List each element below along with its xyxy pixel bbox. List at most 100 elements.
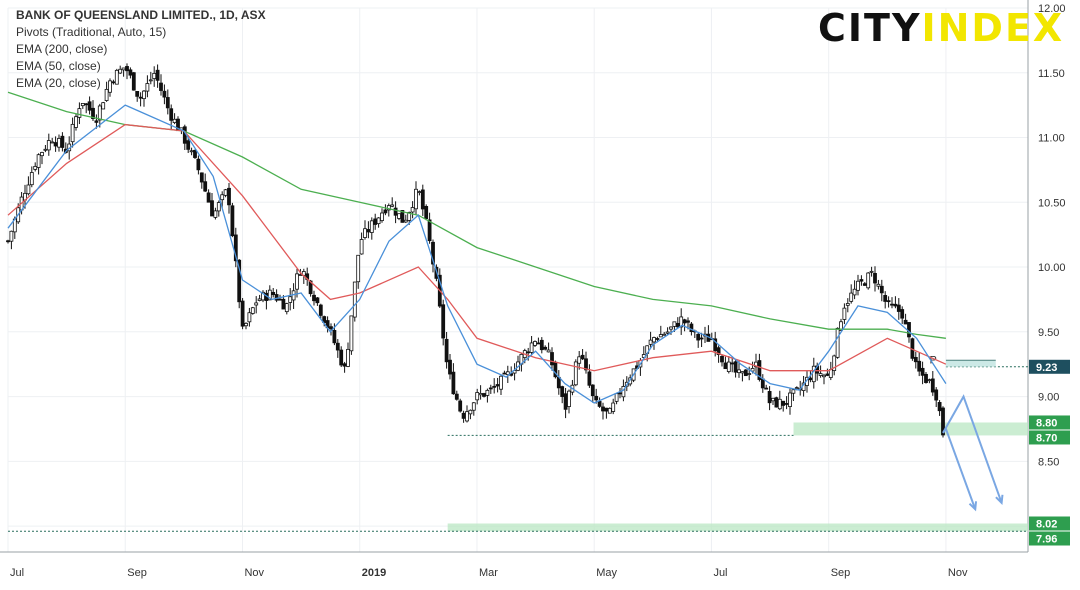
- price-candle-body: [397, 213, 401, 219]
- price-candle-body: [84, 103, 89, 106]
- projection-arrow: [942, 426, 977, 510]
- price-candle-body: [26, 184, 31, 195]
- price-candle-body: [159, 82, 163, 91]
- price-candle-body: [587, 371, 592, 386]
- price-candle-body: [403, 219, 408, 223]
- x-tick-label: Nov: [948, 567, 968, 579]
- price-candle-body: [400, 210, 405, 223]
- price-candle-body: [40, 152, 44, 157]
- logo-part-index: INDEX: [921, 6, 1065, 50]
- price-candle-body: [142, 90, 146, 100]
- price-candle-body: [111, 81, 116, 84]
- chart-legend: BANK OF QUEENSLAND LIMITED., 1D, ASX Piv…: [16, 7, 266, 92]
- price-candle-body: [80, 103, 85, 107]
- price-candle-body: [845, 303, 850, 306]
- price-candle-body: [254, 302, 259, 306]
- price-candle-body: [930, 378, 935, 393]
- price-candle-body: [488, 387, 493, 390]
- price-candle-body: [87, 101, 92, 111]
- price-candle-body: [913, 356, 918, 363]
- price-candle-body: [539, 339, 544, 351]
- price-candle-body: [941, 407, 945, 436]
- price-candle-body: [431, 241, 435, 265]
- price-candle-body: [590, 384, 595, 397]
- price-candle-body: [832, 355, 837, 371]
- price-candle-body: [448, 359, 452, 375]
- price-candle-body: [873, 273, 877, 284]
- price-candle-body: [274, 294, 279, 301]
- price-candle-body: [546, 349, 551, 353]
- price-candle-body: [247, 312, 252, 323]
- price-candle-body: [91, 107, 95, 119]
- price-candle-body: [312, 294, 316, 302]
- legend-ema-200: EMA (200, close): [16, 42, 108, 56]
- price-candle-body: [335, 342, 340, 351]
- price-candle-body: [771, 397, 775, 402]
- price-candle-body: [920, 367, 925, 376]
- price-candle-body: [839, 321, 843, 331]
- price-candle-body: [131, 72, 136, 91]
- price-candle-body: [210, 200, 214, 217]
- price-candle-body: [665, 331, 670, 334]
- price-candle-body: [227, 187, 231, 206]
- price-badge: [1029, 359, 1070, 374]
- legend-title: BANK OF QUEENSLAND LIMITED., 1D, ASX: [16, 8, 266, 22]
- price-candle-body: [927, 379, 932, 382]
- projection-arrow: [942, 394, 1003, 504]
- price-candle-body: [482, 393, 486, 397]
- price-badge-label: 8.70: [1036, 432, 1057, 444]
- price-candle-body: [121, 67, 126, 71]
- price-candle-body: [934, 389, 939, 401]
- price-candle-body: [461, 412, 466, 419]
- price-candle-body: [165, 97, 170, 109]
- support-zone: [793, 422, 1028, 436]
- x-tick-label: Sep: [127, 567, 147, 579]
- price-candle-body: [128, 69, 133, 76]
- price-candle-body: [754, 361, 758, 368]
- price-candle-body: [492, 385, 497, 388]
- price-candle-body: [414, 188, 418, 210]
- price-candle-body: [876, 283, 881, 287]
- price-candle-body: [454, 393, 459, 400]
- y-tick-label: 11.00: [1038, 133, 1065, 145]
- price-candle-body: [597, 401, 602, 407]
- ema-20-line: [7, 104, 947, 404]
- price-candle-body: [199, 172, 204, 183]
- price-candle-body: [818, 373, 823, 376]
- price-candle-body: [369, 220, 374, 233]
- x-tick-label: Sep: [831, 567, 851, 579]
- price-candle-body: [652, 337, 656, 343]
- price-candle-body: [329, 326, 333, 330]
- price-candle-body: [6, 240, 10, 243]
- price-candle-body: [417, 191, 422, 194]
- price-candle-body: [757, 360, 762, 380]
- price-candle-body: [155, 69, 160, 81]
- price-candle-body: [502, 372, 507, 375]
- price-candle-body: [937, 402, 942, 412]
- price-candle-body: [427, 219, 432, 242]
- price-badge-label: 7.96: [1036, 534, 1057, 546]
- price-candle-body: [621, 386, 626, 398]
- price-candle-body: [257, 298, 262, 301]
- price-candle-body: [655, 338, 660, 340]
- price-candle-body: [903, 319, 908, 325]
- price-candle-body: [672, 321, 677, 327]
- price-candle-body: [675, 323, 680, 328]
- price-candle-body: [856, 280, 860, 291]
- price-candle-body: [284, 303, 289, 313]
- price-candle-body: [104, 88, 109, 101]
- price-candle-body: [135, 90, 140, 97]
- x-tick-label: Jul: [10, 567, 24, 579]
- legend-ema-50: EMA (50, close): [16, 59, 101, 73]
- price-candle-body: [339, 349, 344, 366]
- price-candle-body: [869, 270, 874, 273]
- price-candle-body: [97, 105, 102, 121]
- y-tick-label: 12.00: [1038, 3, 1066, 15]
- price-candle-body: [359, 239, 364, 255]
- price-candle-body: [526, 351, 531, 354]
- price-candle-body: [485, 389, 490, 396]
- price-candle-body: [393, 207, 398, 216]
- price-candle-body: [114, 69, 119, 85]
- x-tick-label: 2019: [362, 567, 386, 579]
- price-candle-body: [216, 202, 221, 212]
